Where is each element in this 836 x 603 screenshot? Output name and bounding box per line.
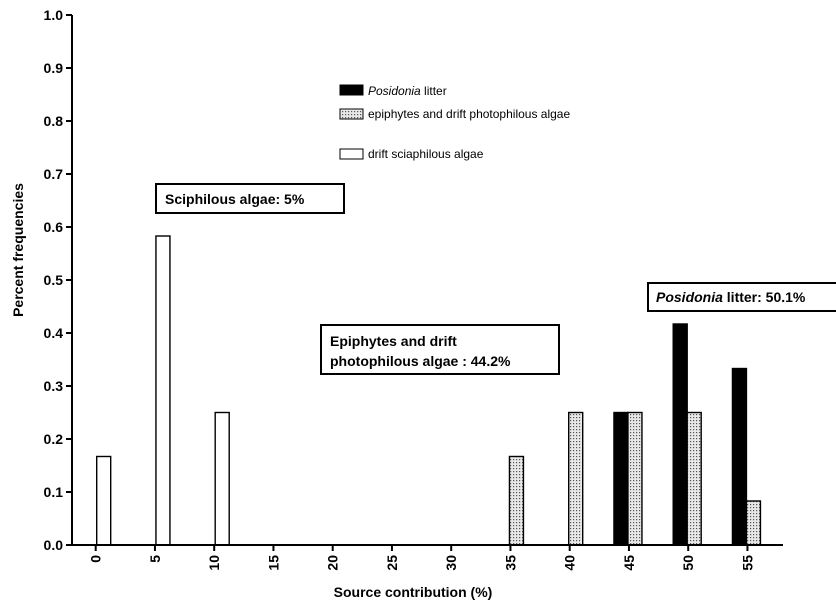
legend-label-epiphytes: epiphytes and drift photophilous algae (368, 107, 570, 121)
x-tick-label: 0 (88, 555, 104, 563)
legend-label-posidonia: Posidonia litter (368, 84, 447, 98)
legend-item-epiphytes: epiphytes and drift photophilous algae (339, 107, 570, 121)
bars-layer (95, 235, 762, 546)
bar-epiphytes (627, 411, 643, 546)
callout-posidonia: Posidonia litter: 50.1% (647, 282, 836, 312)
legend: Posidonia litter epiphytes and drift pho… (339, 84, 570, 161)
callout-epiphytes-box (320, 324, 560, 375)
y-tick-label: 0.2 (44, 431, 64, 447)
bar-epiphytes (686, 411, 702, 546)
legend-item-posidonia: Posidonia litter (339, 84, 447, 98)
callout-posidonia-rest: litter: 50.1% (723, 289, 806, 305)
bar-epiphytes (745, 500, 762, 546)
x-tick-label: 55 (739, 555, 755, 571)
legend-swatch-epiphytes (339, 108, 364, 120)
bar-epiphytes (568, 411, 584, 546)
callout-epiphytes-line1: Epiphytes and drift (330, 333, 457, 349)
x-tick-label: 10 (206, 555, 222, 571)
legend-label-sciaphilous: drift sciaphilous algae (368, 147, 484, 161)
x-tick-label: 40 (562, 555, 578, 571)
bar-posidonia (672, 323, 688, 546)
x-axis-title: Source contribution (%) (334, 584, 493, 600)
x-tick-label: 50 (680, 555, 696, 571)
callout-epiphytes: Epiphytes and drift photophilous algae :… (320, 324, 560, 375)
x-tick-label: 35 (502, 555, 518, 571)
legend-swatch-posidonia (339, 84, 364, 96)
bar-sciaphilous (95, 455, 112, 546)
y-tick-label: 0.7 (44, 166, 64, 182)
legend-swatch-sciaphilous (339, 148, 364, 160)
callout-sciaphilous-box (155, 183, 345, 214)
callout-posidonia-text: Posidonia litter: 50.1% (656, 289, 806, 305)
legend-label-posidonia-italic: Posidonia (368, 84, 421, 98)
bar-posidonia (613, 411, 629, 546)
x-tick-label: 45 (621, 555, 637, 571)
callout-sciaphilous: Sciphilous algae: 5% (155, 183, 345, 214)
legend-item-sciaphilous: drift sciaphilous algae (339, 147, 484, 161)
x-tick-label: 30 (443, 555, 459, 571)
callout-sciaphilous-text: Sciphilous algae: 5% (165, 191, 305, 207)
y-tick-label: 0.4 (44, 325, 64, 341)
y-tick-label: 0.6 (44, 219, 64, 235)
bar-posidonia (731, 367, 748, 546)
y-tick-label: 1.0 (44, 7, 64, 23)
x-tick-label: 5 (147, 555, 163, 563)
y-tick-label: 0.5 (44, 272, 64, 288)
x-tick-label: 15 (265, 555, 281, 571)
bar-sciaphilous (155, 235, 171, 546)
y-axis-title: Percent frequencies (10, 183, 26, 317)
callout-epiphytes-line2: photophilous algae : 44.2% (330, 353, 511, 369)
bar-sciaphilous (214, 411, 230, 546)
x-tick-label: 25 (384, 555, 400, 571)
x-tick-label: 20 (325, 555, 341, 571)
legend-label-posidonia-rest: litter (421, 84, 447, 98)
y-tick-label: 0.1 (44, 484, 64, 500)
callout-posidonia-italic: Posidonia (656, 289, 723, 305)
y-tick-label: 0.0 (44, 537, 64, 553)
y-tick-label: 0.3 (44, 378, 64, 394)
y-tick-label: 0.9 (44, 60, 64, 76)
y-tick-label: 0.8 (44, 113, 64, 129)
bar-epiphytes (508, 455, 525, 546)
callout-posidonia-box (647, 282, 836, 312)
axes-layer: 0.0 0.1 0.2 0.3 0.4 0.5 0.6 0.7 0.8 0.9 1.0 0 5 10 15 2… (44, 7, 783, 571)
